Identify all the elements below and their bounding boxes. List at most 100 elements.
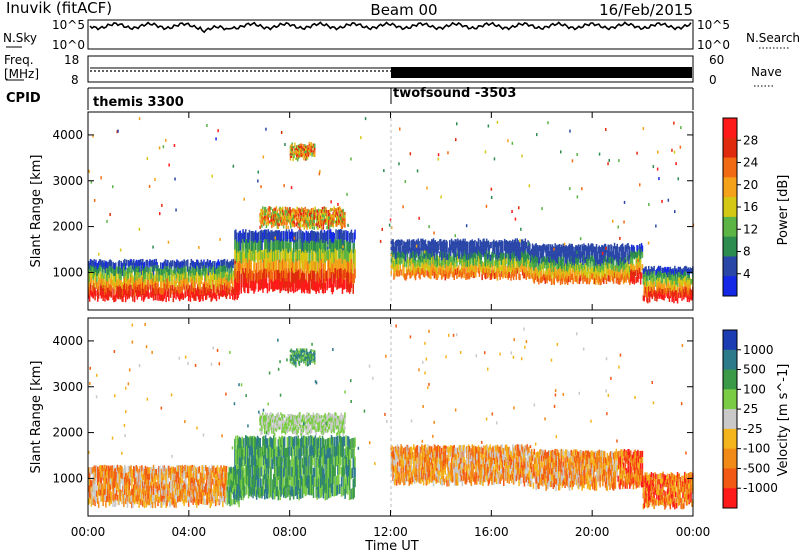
echo-cell — [128, 465, 130, 472]
echo-cell — [95, 489, 97, 496]
echo-cell — [341, 209, 343, 213]
echo-cell — [527, 242, 530, 246]
echo-cell — [119, 274, 121, 281]
echo-cell — [272, 208, 274, 212]
echo-cell — [625, 276, 627, 283]
echo-cell — [466, 272, 468, 279]
echo-cell — [296, 218, 298, 221]
echo-cell — [119, 248, 122, 252]
echo-cell — [301, 270, 304, 281]
echo-cell — [584, 269, 586, 276]
echo-cell — [499, 273, 501, 280]
echo-cell — [335, 223, 337, 227]
echo-cell — [186, 284, 188, 291]
echo-cell — [144, 278, 147, 286]
echo-cell — [287, 253, 289, 264]
echo-cell — [116, 482, 119, 489]
echo-cell — [621, 256, 623, 263]
echo-cell — [331, 284, 334, 295]
echo-cell — [277, 230, 280, 241]
echo-cell — [394, 246, 396, 253]
echo-cell — [381, 227, 383, 231]
echo-cell — [484, 253, 486, 260]
echo-cell — [237, 252, 240, 263]
echo-cell — [283, 258, 286, 269]
echo-cell — [94, 293, 96, 301]
echo-cell — [278, 208, 280, 212]
echo-cell — [301, 208, 304, 212]
echo-cell — [226, 265, 229, 272]
echo-cell — [442, 270, 445, 277]
echo-cell — [672, 278, 674, 285]
echo-cell — [539, 276, 542, 284]
echo-cell — [145, 290, 148, 297]
echo-cell — [562, 255, 564, 262]
echo-cell — [112, 293, 114, 300]
echo-cell — [567, 263, 570, 270]
echo-cell — [607, 256, 609, 263]
echo-cell — [556, 275, 558, 282]
echo-cell — [115, 499, 117, 507]
echo-cell — [231, 271, 233, 278]
echo-cell — [296, 209, 298, 213]
echo-cell — [558, 269, 560, 276]
echo-cell — [626, 255, 628, 262]
echo-cell — [97, 295, 99, 302]
echo-cell — [281, 210, 283, 214]
echo-cell — [457, 238, 459, 245]
echo-cell — [133, 484, 135, 491]
echo-cell — [160, 275, 163, 282]
echo-cell — [642, 279, 645, 285]
echo-cell — [599, 259, 601, 267]
echo-cell — [347, 270, 349, 281]
echo-cell — [412, 269, 414, 276]
echo-cell — [197, 293, 200, 300]
echo-cell — [126, 286, 129, 294]
echo-cell — [684, 276, 686, 282]
echo-cell — [272, 261, 274, 272]
echo-cell — [273, 231, 275, 242]
echo-cell — [92, 292, 94, 299]
echo-cell — [495, 265, 498, 272]
echo-cell — [435, 260, 437, 267]
echo-cell — [430, 241, 432, 248]
echo-cell — [346, 282, 348, 293]
echo-cell — [187, 490, 189, 497]
echo-cell — [298, 268, 300, 279]
echo-cell — [183, 499, 185, 506]
echo-cell — [121, 497, 123, 504]
echo-cell — [262, 155, 265, 159]
echo-cell — [540, 258, 543, 265]
echo-cell — [340, 209, 343, 213]
echo-cell — [656, 279, 658, 286]
echo-cell — [126, 293, 129, 300]
echo-cell — [648, 266, 650, 272]
echo-cell — [300, 215, 303, 219]
echo-cell — [122, 485, 124, 492]
echo-cell — [103, 272, 105, 279]
echo-cell — [228, 288, 230, 295]
echo-cell — [671, 274, 673, 281]
echo-cell — [214, 273, 216, 280]
echo-cell — [88, 295, 91, 302]
echo-cell — [340, 225, 343, 229]
echo-cell — [202, 294, 204, 302]
echo-cell — [193, 471, 195, 478]
echo-cell — [245, 268, 248, 278]
echo-cell — [476, 266, 478, 273]
echo-cell — [106, 219, 108, 223]
echo-cell — [161, 262, 164, 270]
echo-cell — [305, 240, 307, 251]
echo-cell — [213, 278, 215, 285]
echo-cell — [420, 238, 422, 245]
echo-cell — [319, 277, 321, 288]
echo-cell — [175, 488, 177, 496]
echo-cell — [574, 246, 576, 254]
echo-cell — [347, 260, 349, 271]
echo-cell — [606, 250, 609, 257]
echo-cell — [539, 269, 541, 276]
echo-cell — [535, 243, 537, 250]
echo-cell — [539, 263, 541, 270]
echo-cell — [273, 261, 276, 271]
echo-cell — [124, 282, 127, 290]
